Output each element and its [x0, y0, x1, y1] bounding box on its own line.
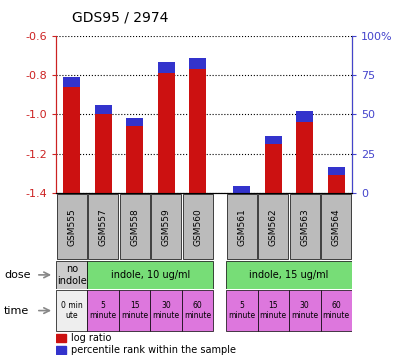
FancyBboxPatch shape: [57, 194, 87, 259]
Bar: [189, 69, 206, 193]
Text: indole, 10 ug/ml: indole, 10 ug/ml: [111, 270, 190, 280]
Text: GSM561: GSM561: [237, 208, 246, 246]
Text: GSM558: GSM558: [130, 208, 139, 246]
FancyBboxPatch shape: [56, 290, 88, 331]
Text: GSM557: GSM557: [99, 208, 108, 246]
Bar: [94, 105, 112, 114]
Text: 60
minute: 60 minute: [184, 301, 211, 320]
Bar: [126, 126, 143, 193]
Text: GDS95 / 2974: GDS95 / 2974: [72, 11, 168, 25]
Text: 15
minute: 15 minute: [121, 301, 148, 320]
Bar: [189, 58, 206, 69]
Bar: [63, 87, 80, 193]
Bar: [296, 122, 314, 193]
Text: 5
minute: 5 minute: [90, 301, 117, 320]
FancyBboxPatch shape: [120, 194, 150, 259]
Text: 30
minute: 30 minute: [291, 301, 318, 320]
Text: GSM563: GSM563: [300, 208, 309, 246]
Text: time: time: [4, 306, 29, 316]
Text: percentile rank within the sample: percentile rank within the sample: [71, 345, 236, 355]
FancyBboxPatch shape: [56, 261, 88, 288]
FancyBboxPatch shape: [182, 290, 214, 331]
Bar: [94, 114, 112, 193]
Text: GSM560: GSM560: [193, 208, 202, 246]
Bar: [265, 136, 282, 144]
Text: 30
minute: 30 minute: [153, 301, 180, 320]
FancyBboxPatch shape: [88, 194, 118, 259]
Text: 60
minute: 60 minute: [323, 301, 350, 320]
Text: log ratio: log ratio: [71, 333, 111, 343]
Bar: [158, 73, 175, 193]
Bar: [126, 118, 143, 126]
FancyBboxPatch shape: [150, 290, 182, 331]
Bar: [56, 346, 66, 354]
FancyBboxPatch shape: [151, 194, 181, 259]
Bar: [158, 62, 175, 73]
FancyBboxPatch shape: [289, 290, 320, 331]
Text: GSM559: GSM559: [162, 208, 171, 246]
FancyBboxPatch shape: [290, 194, 320, 259]
FancyBboxPatch shape: [320, 290, 352, 331]
Text: no
indole: no indole: [57, 264, 87, 286]
Bar: [63, 77, 80, 87]
Text: 5
minute: 5 minute: [228, 301, 255, 320]
FancyBboxPatch shape: [227, 194, 257, 259]
FancyBboxPatch shape: [226, 290, 258, 331]
Text: GSM555: GSM555: [67, 208, 76, 246]
Text: 15
minute: 15 minute: [260, 301, 287, 320]
Bar: [328, 175, 345, 193]
Bar: [56, 334, 66, 342]
FancyBboxPatch shape: [88, 290, 119, 331]
FancyBboxPatch shape: [119, 290, 150, 331]
Bar: [296, 111, 314, 122]
FancyBboxPatch shape: [88, 261, 214, 288]
Bar: [328, 167, 345, 175]
FancyBboxPatch shape: [258, 290, 289, 331]
Text: 0 min
ute: 0 min ute: [61, 301, 83, 320]
FancyBboxPatch shape: [258, 194, 288, 259]
Text: indole, 15 ug/ml: indole, 15 ug/ml: [249, 270, 329, 280]
FancyBboxPatch shape: [226, 261, 352, 288]
FancyBboxPatch shape: [182, 194, 213, 259]
Bar: [265, 144, 282, 193]
Text: GSM564: GSM564: [332, 208, 341, 246]
Bar: [233, 186, 250, 193]
Text: GSM562: GSM562: [269, 208, 278, 246]
FancyBboxPatch shape: [321, 194, 351, 259]
Text: dose: dose: [4, 270, 30, 280]
